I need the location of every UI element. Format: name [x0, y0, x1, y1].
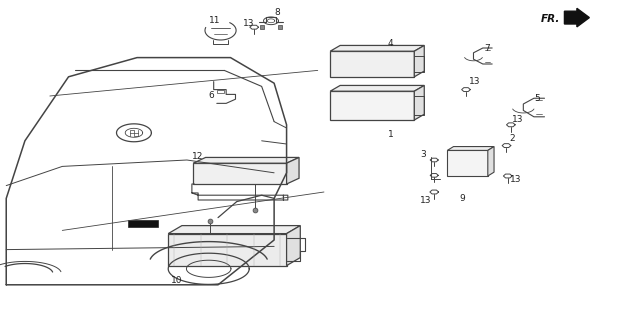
- Text: 13: 13: [420, 196, 431, 205]
- Polygon shape: [168, 226, 300, 234]
- Polygon shape: [414, 85, 424, 120]
- Polygon shape: [193, 157, 299, 163]
- FancyArrow shape: [564, 8, 589, 27]
- Polygon shape: [447, 147, 494, 150]
- Text: 13: 13: [243, 19, 254, 28]
- Text: 6: 6: [209, 92, 214, 100]
- Text: 3: 3: [420, 150, 426, 159]
- Bar: [330, 51, 414, 77]
- Polygon shape: [414, 45, 424, 77]
- Text: 13: 13: [468, 77, 480, 86]
- Bar: [330, 91, 414, 120]
- Text: 1: 1: [388, 130, 393, 139]
- Bar: [193, 163, 287, 184]
- Bar: [447, 150, 488, 176]
- Text: 2: 2: [510, 134, 515, 143]
- Polygon shape: [488, 147, 494, 176]
- Bar: [217, 90, 224, 93]
- Text: 12: 12: [192, 152, 203, 161]
- Text: 8: 8: [274, 8, 280, 17]
- Bar: [128, 220, 158, 227]
- Polygon shape: [330, 85, 424, 91]
- Text: 7: 7: [485, 44, 490, 53]
- Text: 11: 11: [209, 16, 220, 25]
- Text: 10: 10: [171, 276, 182, 285]
- Text: FR.: FR.: [541, 14, 560, 24]
- Polygon shape: [287, 157, 299, 184]
- Polygon shape: [330, 45, 424, 51]
- Text: 13: 13: [510, 175, 521, 184]
- Text: 9: 9: [460, 194, 465, 203]
- Text: 5: 5: [535, 94, 540, 103]
- Text: 13: 13: [512, 116, 523, 124]
- Polygon shape: [287, 226, 300, 266]
- Bar: [168, 234, 287, 266]
- Text: 4: 4: [388, 39, 393, 48]
